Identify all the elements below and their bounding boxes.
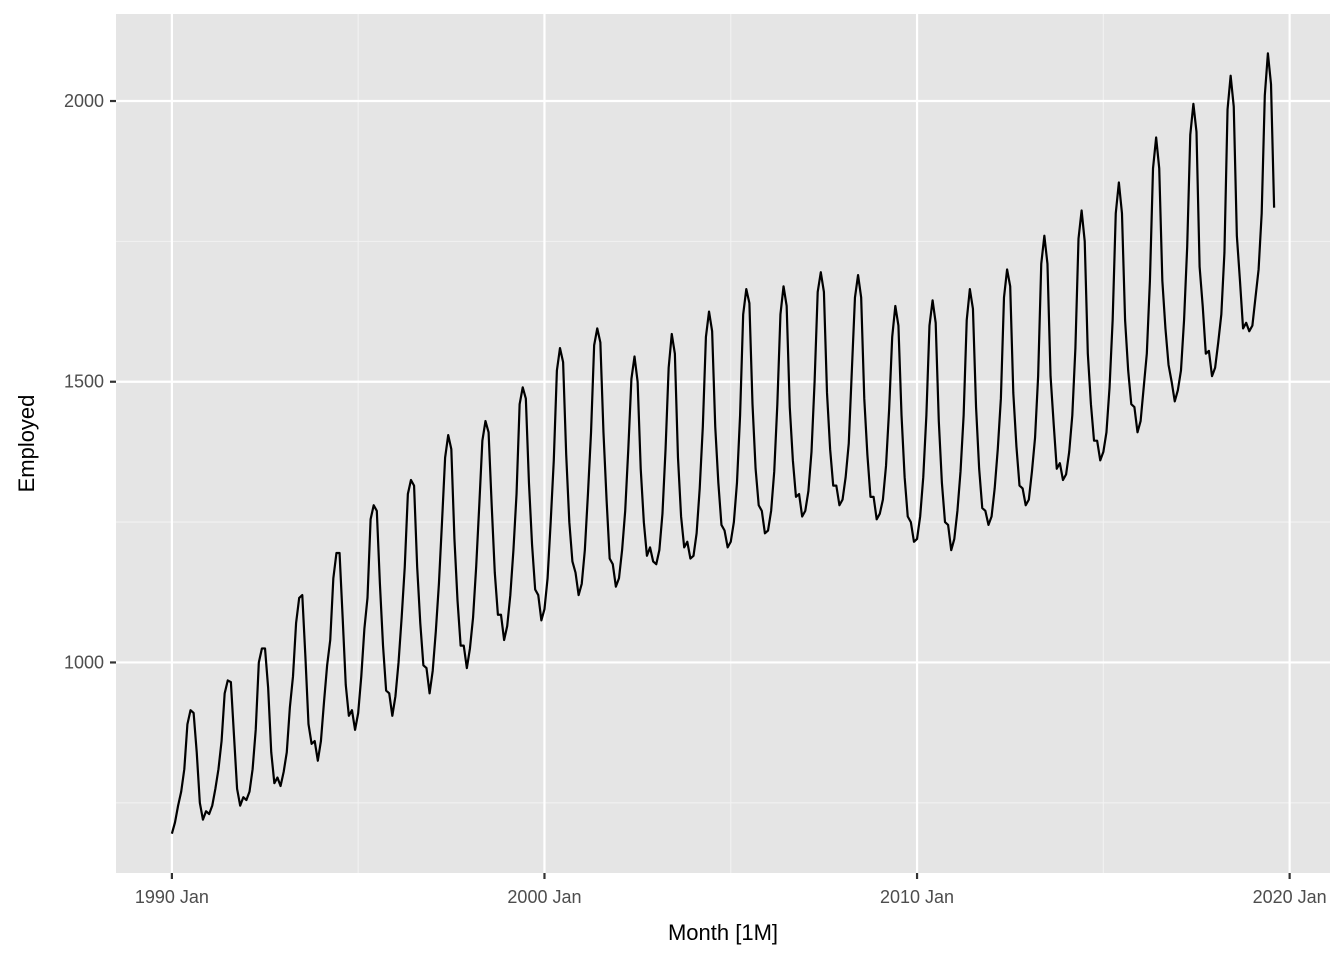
x-axis: 1990 Jan 2000 Jan 2010 Jan 2020 Jan [135, 873, 1327, 907]
x-tick-label: 2000 Jan [507, 887, 581, 907]
series-layer [170, 52, 1276, 834]
plot-panel [116, 14, 1330, 873]
series-line-0 [170, 52, 1276, 834]
x-tick-label: 2010 Jan [880, 887, 954, 907]
y-tick-label: 2000 [64, 91, 104, 111]
y-tick-label: 1000 [64, 652, 104, 672]
y-tick-label: 1500 [64, 372, 104, 392]
x-tick-label: 2020 Jan [1253, 887, 1327, 907]
major-gridlines [116, 14, 1330, 873]
minor-gridlines [116, 14, 1330, 873]
y-axis: 1000 1500 2000 [64, 91, 116, 672]
y-axis-title: Employed [14, 395, 39, 493]
x-axis-title: Month [1M] [668, 920, 778, 945]
x-tick-label: 1990 Jan [135, 887, 209, 907]
